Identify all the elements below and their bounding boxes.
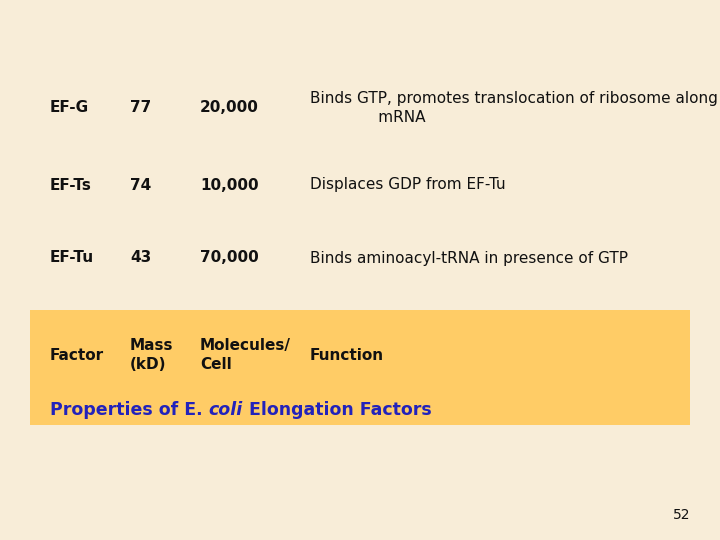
Text: Displaces GDP from EF-Tu: Displaces GDP from EF-Tu xyxy=(310,178,505,192)
Text: 10,000: 10,000 xyxy=(200,178,258,192)
Text: 70,000: 70,000 xyxy=(200,251,258,266)
Text: Mass
(kD): Mass (kD) xyxy=(130,338,174,372)
Text: Function: Function xyxy=(310,348,384,362)
Text: EF-Tu: EF-Tu xyxy=(50,251,94,266)
FancyBboxPatch shape xyxy=(30,310,690,425)
Text: Binds aminoacyl-tRNA in presence of GTP: Binds aminoacyl-tRNA in presence of GTP xyxy=(310,251,628,266)
Text: Elongation Factors: Elongation Factors xyxy=(243,401,431,419)
Text: Molecules/
Cell: Molecules/ Cell xyxy=(200,338,291,372)
Text: 74: 74 xyxy=(130,178,151,192)
Text: 52: 52 xyxy=(672,508,690,522)
Text: 77: 77 xyxy=(130,100,151,116)
Text: coli: coli xyxy=(209,401,243,419)
Text: EF-Ts: EF-Ts xyxy=(50,178,92,192)
Text: Properties of E.: Properties of E. xyxy=(50,401,209,419)
Text: 43: 43 xyxy=(130,251,151,266)
Text: Factor: Factor xyxy=(50,348,104,362)
Text: Binds GTP, promotes translocation of ribosome along
              mRNA: Binds GTP, promotes translocation of rib… xyxy=(310,91,718,125)
Text: 20,000: 20,000 xyxy=(200,100,259,116)
Text: EF-G: EF-G xyxy=(50,100,89,116)
